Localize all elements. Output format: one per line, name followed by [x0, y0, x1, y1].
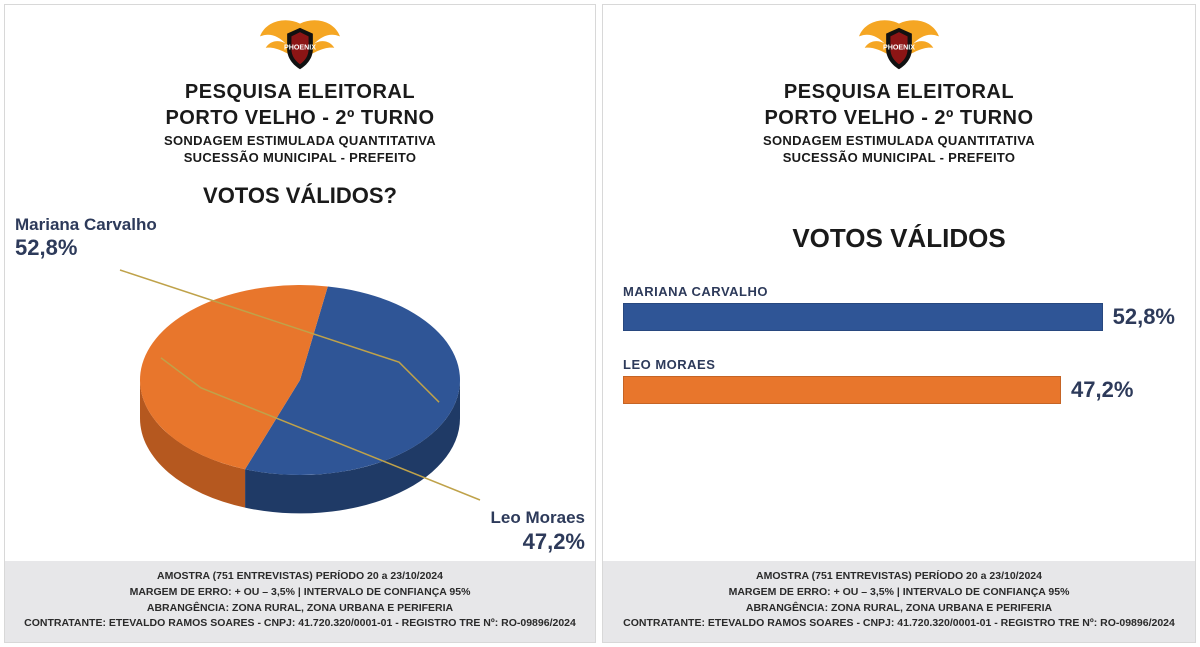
- subtitle-line-2: SUCESSÃO MUNICIPAL - PREFEITO: [763, 150, 1035, 167]
- bar-rect-0: [623, 303, 1103, 331]
- pie-label-pct-1: 47,2%: [523, 529, 585, 554]
- logo-left: PHOENIX: [257, 15, 343, 75]
- footer-line-3: ABRANGÊNCIA: ZONA RURAL, ZONA URBANA E P…: [613, 601, 1185, 617]
- footer-line-4: CONTRATANTE: ETEVALDO RAMOS SOARES - CNP…: [613, 616, 1185, 632]
- subtitle-line-1: SONDAGEM ESTIMULADA QUANTITATIVA: [763, 133, 1035, 150]
- footer-right: AMOSTRA (751 ENTREVISTAS) PERÍODO 20 a 2…: [603, 561, 1195, 642]
- pie-chart-area: Mariana Carvalho 52,8% Leo Moraes 47,2%: [5, 209, 595, 561]
- header-left: PESQUISA ELEITORAL PORTO VELHO - 2º TURN…: [164, 79, 436, 167]
- footer-line-4: CONTRATANTE: ETEVALDO RAMOS SOARES - CNP…: [15, 616, 585, 632]
- title-line-1: PESQUISA ELEITORAL: [164, 79, 436, 105]
- pie-label-leo: Leo Moraes 47,2%: [491, 508, 585, 555]
- pie-chart-svg: [90, 230, 510, 540]
- bar-row-1: LEO MORAES 47,2%: [623, 357, 1175, 404]
- footer-line-1: AMOSTRA (751 ENTREVISTAS) PERÍODO 20 a 2…: [15, 569, 585, 585]
- bar-name-0: MARIANA CARVALHO: [623, 284, 1175, 299]
- pie-chart-title: VOTOS VÁLIDOS?: [203, 183, 397, 209]
- bar-name-1: LEO MORAES: [623, 357, 1175, 372]
- logo-right: PHOENIX: [856, 15, 942, 75]
- header-right: PESQUISA ELEITORAL PORTO VELHO - 2º TURN…: [763, 79, 1035, 167]
- bar-pct-1: 47,2%: [1071, 377, 1133, 403]
- subtitle-line-2: SUCESSÃO MUNICIPAL - PREFEITO: [164, 150, 436, 167]
- footer-line-3: ABRANGÊNCIA: ZONA RURAL, ZONA URBANA E P…: [15, 601, 585, 617]
- title-line-2: PORTO VELHO - 2º TURNO: [164, 105, 436, 131]
- bar-line-1: 47,2%: [623, 376, 1175, 404]
- bar-rect-1: [623, 376, 1061, 404]
- panel-pie: PHOENIX PESQUISA ELEITORAL PORTO VELHO -…: [4, 4, 596, 643]
- footer-line-2: MARGEM DE ERRO: + OU – 3,5% | INTERVALO …: [613, 585, 1185, 601]
- panel-bars: PHOENIX PESQUISA ELEITORAL PORTO VELHO -…: [602, 4, 1196, 643]
- svg-text:PHOENIX: PHOENIX: [284, 43, 316, 51]
- bar-pct-0: 52,8%: [1113, 304, 1175, 330]
- bar-chart-title: VOTOS VÁLIDOS: [792, 223, 1005, 254]
- footer-left: AMOSTRA (751 ENTREVISTAS) PERÍODO 20 a 2…: [5, 561, 595, 642]
- pie-label-name-0: Mariana Carvalho: [15, 215, 157, 235]
- bar-line-0: 52,8%: [623, 303, 1175, 331]
- pie-label-pct-0: 52,8%: [15, 235, 77, 260]
- pie-label-name-1: Leo Moraes: [491, 508, 585, 528]
- title-line-1: PESQUISA ELEITORAL: [763, 79, 1035, 105]
- bar-chart-area: MARIANA CARVALHO 52,8% LEO MORAES 47,2%: [603, 284, 1195, 430]
- footer-line-2: MARGEM DE ERRO: + OU – 3,5% | INTERVALO …: [15, 585, 585, 601]
- subtitle-line-1: SONDAGEM ESTIMULADA QUANTITATIVA: [164, 133, 436, 150]
- footer-line-1: AMOSTRA (751 ENTREVISTAS) PERÍODO 20 a 2…: [613, 569, 1185, 585]
- svg-text:PHOENIX: PHOENIX: [883, 43, 915, 51]
- pie-label-mariana: Mariana Carvalho 52,8%: [15, 215, 157, 262]
- title-line-2: PORTO VELHO - 2º TURNO: [763, 105, 1035, 131]
- bar-row-0: MARIANA CARVALHO 52,8%: [623, 284, 1175, 331]
